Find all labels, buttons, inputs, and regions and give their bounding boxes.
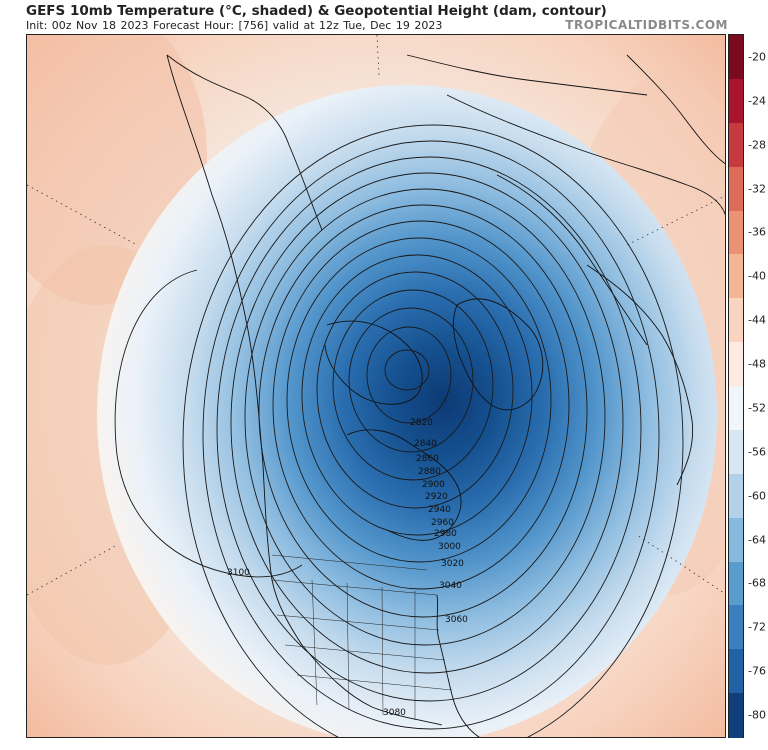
colorbar-tick-label: -68 [748,576,766,590]
contour-label: 2980 [434,529,457,539]
colorbar-segment [729,649,743,694]
colorbar-tick-label: -36 [748,225,766,239]
contour-label: 3020 [441,559,464,569]
contour-label: 3060 [445,615,468,625]
colorbar-segment [729,254,743,299]
colorbar-segment [729,693,743,738]
contour-label: 2900 [422,480,445,490]
colorbar-segment [729,210,743,255]
colorbar-segment [729,122,743,168]
colorbar-segment [729,342,743,387]
coastlines [166,54,725,737]
colorbar-tick-label: -52 [748,401,766,415]
colorbar-tick-label: -60 [748,489,766,503]
colorbar-tick-label: -76 [748,664,766,678]
colorbar-segment [729,78,743,124]
chart-title: GEFS 10mb Temperature (°C, shaded) & Geo… [26,3,607,19]
colorbar-segment [729,473,743,519]
contour-label: 3040 [439,581,462,591]
header: GEFS 10mb Temperature (°C, shaded) & Geo… [0,0,768,34]
contour-label: 2840 [414,439,437,449]
contour-label: 3080 [383,708,406,718]
colorbar-tick-label: -24 [748,94,766,108]
height-contours [114,124,684,737]
colorbar-tick-label: -48 [748,357,766,371]
colorbar-segment [729,561,743,606]
contour-label: 2820 [410,418,433,428]
contour-label: 2920 [425,492,448,502]
polar-vortex-shading [97,85,717,737]
brand-logo-text[interactable]: TROPICALTIDBITS.COM [565,18,728,32]
colorbar-segment [729,605,743,650]
contour-label: 2940 [428,505,451,515]
map-panel: 2820 2840 2860 2880 2900 2920 2940 2960 … [26,34,726,738]
north-pole-stereographic-map-icon: 2820 2840 2860 2880 2900 2920 2940 2960 … [27,35,725,737]
colorbar-labels: -20 -24 -28 -32 -36 -40 -44 -48 -52 -56 -60 -64 -68 -… [746,34,768,738]
colorbar [728,34,744,738]
contour-label: 2960 [431,518,454,528]
contour-label: 2860 [416,454,439,464]
graticule-lines [27,35,725,596]
colorbar-tick-label: -80 [748,708,766,722]
colorbar-segment [729,35,743,80]
colorbar-segment [729,429,743,475]
colorbar-tick-label: -56 [748,445,766,459]
contour-label: 3000 [438,542,461,552]
colorbar-tick-label: -32 [748,182,766,196]
contour-label: 3100 [227,568,250,578]
chart-subtitle: Init: 00z Nov 18 2023 Forecast Hour: [75… [26,19,443,32]
contour-labels: 2820 2840 2860 2880 2900 2920 2940 2960 … [227,418,468,718]
colorbar-segment [729,517,743,562]
colorbar-tick-label: -64 [748,533,766,547]
colorbar-segment [729,386,743,431]
colorbar-tick-label: -20 [748,50,766,64]
contour-label: 2880 [418,467,441,477]
colorbar-tick-label: -44 [748,313,766,327]
colorbar-tick-label: -40 [748,269,766,283]
colorbar-segment [729,298,743,343]
colorbar-tick-label: -28 [748,138,766,152]
colorbar-segment [729,166,743,211]
colorbar-tick-label: -72 [748,620,766,634]
